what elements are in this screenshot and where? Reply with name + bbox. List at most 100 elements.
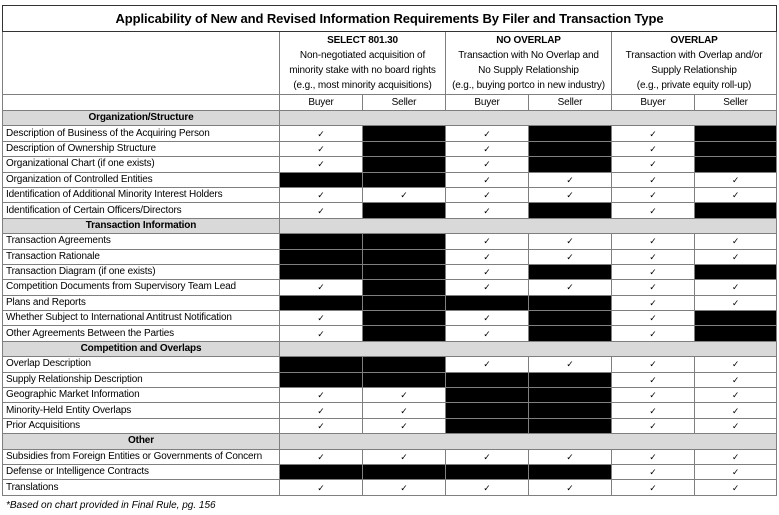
check-icon: ✓	[528, 356, 612, 373]
group-description-line: (e.g., private equity roll-up)	[636, 80, 752, 91]
check-icon: ✓	[445, 479, 529, 496]
requirement-label: Organizational Chart (if one exists)	[2, 156, 280, 173]
not-applicable-cell	[279, 248, 363, 265]
check-icon: ✓	[693, 294, 778, 312]
check-icon: ✓	[279, 279, 363, 296]
not-applicable-cell	[693, 140, 778, 158]
check-icon: ✓	[693, 248, 778, 265]
table-row: Organization of Controlled Entities ✓ ✓ ✓ ✓	[2, 171, 778, 188]
not-applicable-cell	[693, 202, 778, 219]
table-row: Plans and Reports ✓ ✓	[2, 294, 778, 312]
table-row: Prior Acquisitions ✓ ✓ ✓ ✓	[2, 417, 778, 435]
check-icon: ✓	[611, 263, 695, 281]
check-icon: ✓	[693, 402, 778, 419]
table-row: Description of Business of the Acquiring…	[2, 125, 778, 142]
not-applicable-cell	[528, 125, 612, 142]
group-description-line: Non-negotiated acquisition of	[299, 50, 426, 61]
check-icon: ✓	[611, 248, 695, 265]
not-applicable-cell	[528, 156, 612, 173]
check-icon: ✓	[279, 402, 363, 419]
check-icon: ✓	[611, 325, 695, 342]
label-column-header	[2, 31, 280, 95]
not-applicable-cell	[528, 371, 612, 389]
check-icon: ✓	[279, 387, 363, 404]
table-row: Supply Relationship Description ✓ ✓	[2, 371, 778, 389]
not-applicable-cell	[528, 387, 612, 404]
not-applicable-cell	[528, 325, 612, 342]
not-applicable-cell	[528, 263, 612, 281]
footnote: *Based on chart provided in Final Rule, …	[6, 500, 216, 511]
not-applicable-cell	[693, 263, 778, 281]
check-icon: ✓	[528, 479, 612, 496]
group-header-2: OVERLAP Transaction with Overlap and/or Su…	[610, 31, 778, 95]
section-fill	[278, 109, 778, 127]
check-icon: ✓	[611, 310, 695, 327]
check-icon: ✓	[279, 125, 363, 142]
check-icon: ✓	[445, 202, 529, 219]
subheader-buyer: Buyer	[445, 94, 529, 111]
not-applicable-cell	[693, 310, 778, 327]
not-applicable-cell	[445, 417, 529, 435]
check-icon: ✓	[611, 186, 695, 204]
requirement-label: Prior Acquisitions	[2, 417, 280, 435]
check-icon: ✓	[445, 310, 529, 327]
section-fill	[278, 217, 778, 235]
table-row: Whether Subject to International Antitru…	[2, 310, 778, 327]
group-name: NO OVERLAP	[496, 35, 561, 46]
subheader-seller: Seller	[528, 94, 612, 111]
not-applicable-cell	[528, 202, 612, 219]
check-icon: ✓	[445, 279, 529, 296]
section-header-row: Other	[2, 433, 778, 450]
not-applicable-cell	[528, 402, 612, 419]
check-icon: ✓	[445, 156, 529, 173]
table-row: Competition Documents from Supervisory T…	[2, 279, 778, 296]
table-row: Description of Ownership Structure ✓ ✓ ✓	[2, 140, 778, 158]
check-icon: ✓	[445, 140, 529, 158]
check-icon: ✓	[693, 186, 778, 204]
requirement-label: Organization of Controlled Entities	[2, 171, 280, 188]
not-applicable-cell	[362, 356, 446, 373]
not-applicable-cell	[362, 279, 446, 296]
not-applicable-cell	[528, 417, 612, 435]
check-icon: ✓	[279, 140, 363, 158]
group-header-1: NO OVERLAP Transaction with No Overlap an…	[445, 31, 612, 95]
check-icon: ✓	[693, 387, 778, 404]
requirement-label: Geographic Market Information	[2, 387, 280, 404]
table-row: Organizational Chart (if one exists) ✓ ✓ ✓	[2, 156, 778, 173]
requirement-label: Defense or Intelligence Contracts	[2, 463, 280, 481]
check-icon: ✓	[445, 171, 529, 188]
requirement-label: Identification of Additional Minority In…	[2, 186, 280, 204]
check-icon: ✓	[445, 233, 529, 250]
requirement-label: Plans and Reports	[2, 294, 280, 312]
requirement-label: Identification of Certain Officers/Direc…	[2, 202, 280, 219]
not-applicable-cell	[528, 310, 612, 327]
check-icon: ✓	[528, 233, 612, 250]
not-applicable-cell	[528, 294, 612, 312]
requirement-label: Minority-Held Entity Overlaps	[2, 402, 280, 419]
check-icon: ✓	[528, 171, 612, 188]
check-icon: ✓	[528, 186, 612, 204]
check-icon: ✓	[611, 279, 695, 296]
check-icon: ✓	[445, 125, 529, 142]
table-title: Applicability of New and Revised Informa…	[1, 5, 778, 32]
requirement-label: Competition Documents from Supervisory T…	[2, 279, 280, 296]
check-icon: ✓	[279, 186, 363, 204]
requirement-label: Translations	[2, 479, 280, 496]
check-icon: ✓	[611, 171, 695, 188]
not-applicable-cell	[528, 463, 612, 481]
table-row: Identification of Certain Officers/Direc…	[2, 202, 778, 219]
check-icon: ✓	[279, 325, 363, 342]
not-applicable-cell	[279, 233, 363, 250]
check-icon: ✓	[693, 479, 778, 496]
section-fill	[278, 340, 778, 358]
group-name: OVERLAP	[670, 35, 718, 46]
not-applicable-cell	[279, 171, 363, 188]
requirement-label: Whether Subject to International Antitru…	[2, 310, 280, 327]
group-description-line: Transaction with No Overlap and	[458, 50, 599, 61]
table-row: Translations ✓ ✓ ✓ ✓ ✓ ✓	[2, 479, 778, 496]
check-icon: ✓	[693, 371, 778, 389]
not-applicable-cell	[528, 140, 612, 158]
not-applicable-cell	[693, 125, 778, 142]
check-icon: ✓	[362, 448, 446, 465]
section-title: Organization/Structure	[2, 109, 280, 127]
